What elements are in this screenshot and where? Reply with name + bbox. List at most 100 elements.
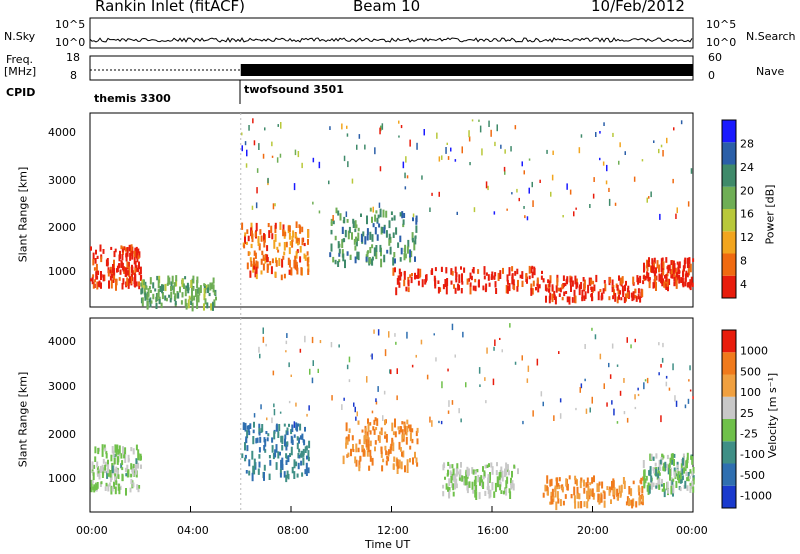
power-cell-1-99	[148, 298, 151, 303]
power-cell-3-13	[330, 218, 333, 225]
velocity-cell-3-34	[450, 472, 453, 478]
power-cell-1-108	[195, 294, 198, 302]
power-cell-2-49	[254, 231, 257, 238]
power-cell-6-131	[654, 275, 657, 283]
velocity-cell-2-98	[380, 446, 383, 454]
power-scatter-64	[510, 146, 512, 152]
velocity-cell-3-32	[454, 473, 457, 481]
velocity-cell-1-139	[293, 459, 296, 469]
power-cell-4-41	[521, 280, 524, 287]
velocity-cell-3-10	[499, 469, 502, 476]
velocity-cell-3-100	[465, 478, 468, 485]
velocity-cell-2-19	[405, 436, 408, 445]
power-cell-2-115	[259, 229, 262, 235]
power-cell-3-93	[395, 227, 398, 235]
power-cell-6-107	[653, 262, 655, 269]
velocity-cell-1-135	[248, 430, 251, 436]
velocity-cell-4-25	[638, 491, 641, 496]
velocity-cell-4-53	[550, 491, 553, 500]
velocity-cell-3-111	[487, 477, 490, 487]
power-cell-4-46	[415, 275, 418, 279]
power-cell-6-106	[667, 264, 670, 273]
power-scatter-77	[405, 156, 407, 163]
power-cell-2-38	[281, 258, 284, 268]
velocity-ytick-2: 2000	[48, 428, 76, 441]
power-cell-2-108	[304, 255, 307, 261]
power-cell-0-95	[137, 248, 140, 254]
power-cell-2-125	[284, 232, 287, 237]
power-scatter-46	[241, 132, 243, 136]
velocity-cell-0-55	[132, 466, 134, 474]
velocity-cell-4-139	[591, 477, 594, 484]
velocity-cell-5-74	[663, 488, 666, 498]
velocity-cell-0-89	[94, 456, 97, 462]
power-cell-2-86	[294, 233, 297, 237]
power-cell-6-134	[689, 263, 692, 273]
power-cell-5-112	[637, 277, 640, 285]
power-cell-0-118	[92, 274, 95, 278]
velocity-cell-3-19	[464, 476, 467, 483]
power-scatter-30	[552, 150, 554, 155]
power-scatter-101	[485, 181, 488, 189]
power-scatter-115	[436, 132, 438, 139]
velocity-cell-1-102	[286, 441, 289, 446]
freq-tick-top: 18	[66, 51, 80, 64]
velocity-cell-0-95	[132, 463, 135, 469]
velocity-cell-2-129	[345, 442, 348, 449]
power-cell-3-135	[414, 236, 417, 245]
power-cell-0-114	[131, 250, 134, 260]
power-scatter-130	[662, 150, 664, 157]
power-cell-1-94	[159, 285, 162, 292]
velocity-cell-0-108	[114, 486, 117, 495]
velocity-cell-5-118	[687, 472, 690, 480]
power-cell-3-64	[355, 238, 358, 247]
power-cell-4-4	[398, 268, 401, 275]
velocity-cell-2-45	[398, 441, 401, 450]
power-colorbar-swatch-6	[722, 142, 736, 165]
power-cell-3-32	[329, 252, 332, 258]
power-cell-1-40	[181, 292, 184, 298]
velocity-scatter-139	[451, 400, 454, 405]
power-cell-0-84	[138, 261, 140, 270]
velocity-cell-3-107	[466, 466, 469, 475]
velocity-cell-1-108	[245, 470, 248, 474]
velocity-cell-2-62	[352, 444, 354, 451]
power-scatter-89	[619, 142, 621, 148]
velocity-cell-0-100	[132, 472, 135, 477]
velocity-scatter-36	[575, 407, 577, 411]
power-cell-3-89	[332, 256, 335, 263]
power-cell-4-35	[519, 274, 522, 279]
power-cell-6-88	[673, 263, 676, 272]
velocity-cell-1-49	[273, 431, 276, 440]
velocity-cell-0-73	[116, 470, 119, 478]
power-cell-5-29	[559, 287, 562, 293]
velocity-cell-2-137	[398, 461, 401, 466]
power-cell-0-63	[110, 280, 113, 289]
power-scatter-4	[650, 191, 652, 198]
velocity-cell-0-19	[138, 485, 141, 489]
power-scatter-20	[562, 215, 564, 218]
power-cell-4-87	[455, 278, 458, 283]
velocity-cell-5-41	[692, 477, 695, 485]
velocity-scatter-19	[522, 420, 524, 425]
power-cell-4-86	[511, 277, 514, 285]
power-scatter-122	[523, 206, 525, 209]
power-cell-1-127	[164, 283, 167, 292]
velocity-cell-0-115	[105, 482, 108, 487]
velocity-scatter-42	[526, 378, 529, 383]
power-cell-2-110	[276, 246, 279, 250]
velocity-scatter-1	[465, 382, 467, 388]
velocity-scatter-153	[306, 413, 308, 417]
velocity-cell-3-104	[502, 490, 505, 495]
power-cell-4-85	[485, 272, 488, 276]
power-scatter-15	[364, 144, 366, 150]
power-cell-5-35	[617, 288, 620, 295]
velocity-cell-1-70	[277, 451, 280, 459]
power-cell-0-93	[126, 277, 129, 287]
velocity-cell-0-112	[91, 461, 94, 470]
velocity-cell-3-94	[511, 480, 514, 484]
velocity-cell-1-125	[258, 423, 261, 428]
velocity-cell-1-91	[275, 423, 278, 432]
power-cell-4-33	[424, 279, 427, 285]
power-cell-3-101	[380, 258, 383, 268]
